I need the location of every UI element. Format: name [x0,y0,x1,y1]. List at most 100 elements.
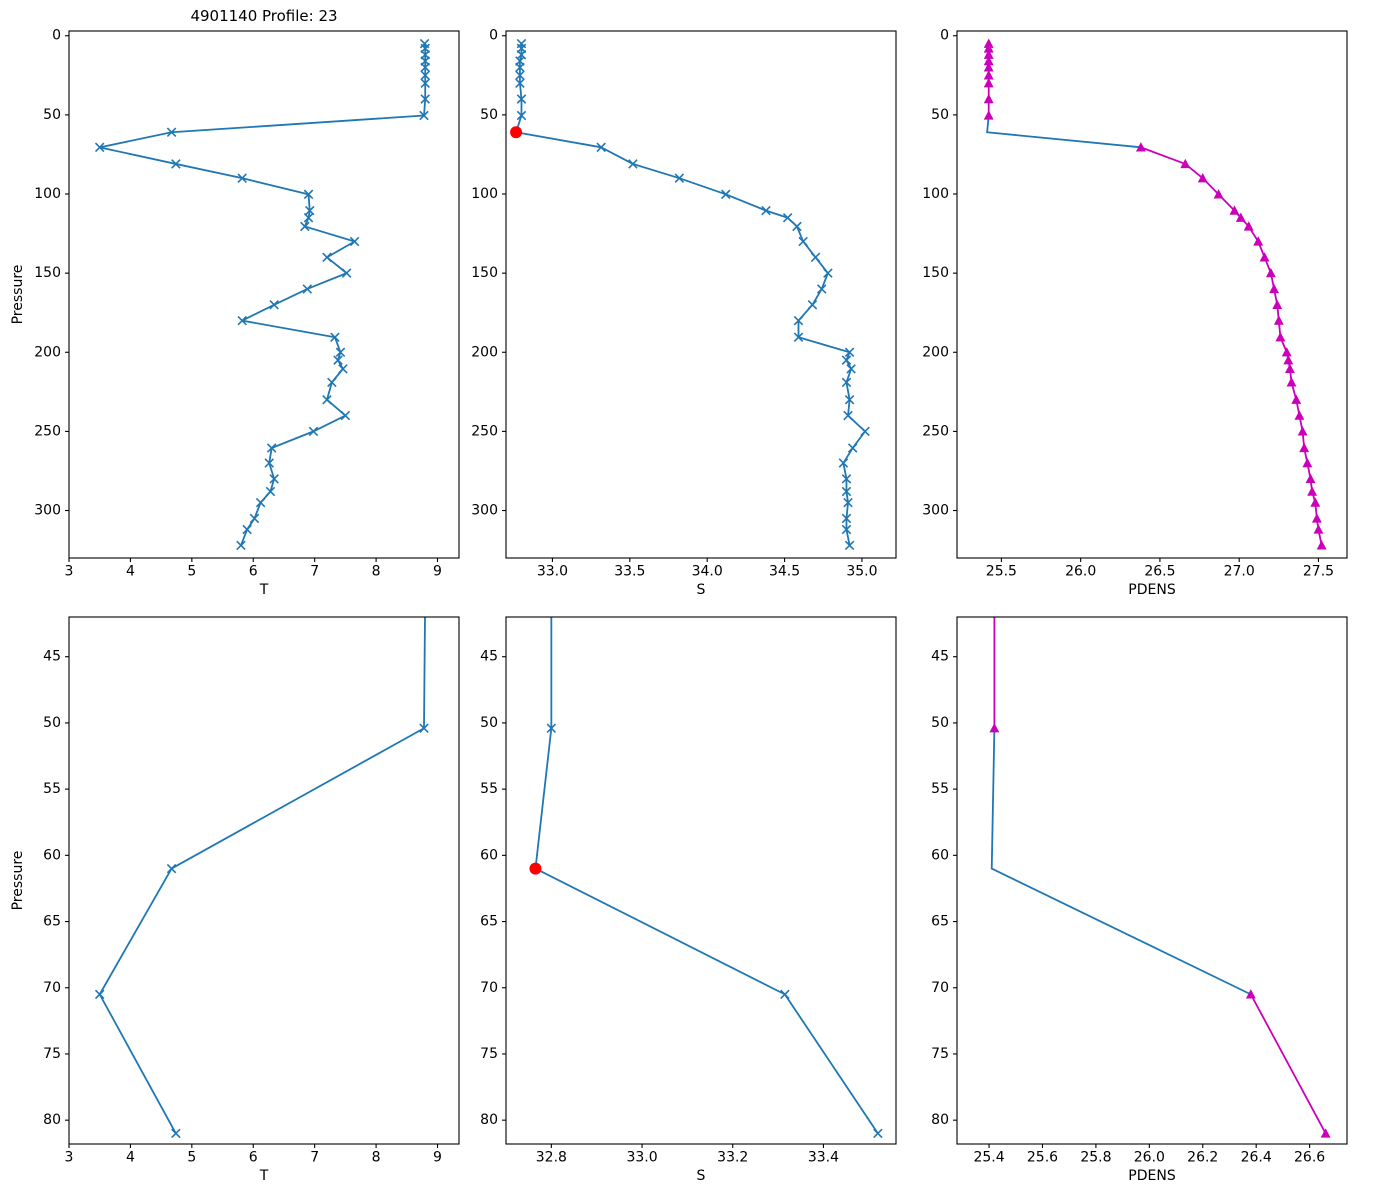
y-tick-label: 70 [480,980,498,996]
x-tick-label: 5 [187,564,196,580]
chart-top-density[interactable]: 25.5 26.0 26.5 27.0 27.5 0 50 100 150 200 250 300 PD… [922,0,1400,600]
x-tick-label: 25.5 [986,564,1017,580]
panel-top-density: 25.5 26.0 26.5 27.0 27.5 0 50 100 150 200 250 300 PD… [922,0,1400,600]
data-marker-x [846,364,856,374]
data-marker-triangle [983,110,994,120]
x-tick-label: 4 [126,564,135,580]
series-segment [1249,993,1327,1135]
data-marker-x [265,486,276,497]
data-marker-triangle [983,62,994,72]
data-marker-x [266,443,277,453]
y-tick-label: 50 [43,715,61,731]
data-marker-x [94,142,105,153]
data-marker-x [237,315,247,326]
data-marker-x [515,78,525,88]
data-marker-x [236,540,246,551]
data-marker-x [823,268,833,278]
panel-bottom-salinity: 32.8 33.0 33.2 33.4 45 50 55 60 65 70 75 80 S [470,600,935,1200]
chart-top-temperature[interactable]: 3 4 5 6 7 8 9 0 50 100 150 200 250 300 T Pressure 490114… [0,0,470,600]
axes-frame [505,616,897,1145]
y-tick-label: 65 [43,914,61,930]
data-marker-x [841,486,852,497]
data-marker-x [242,524,252,535]
x-tick-label: 25.6 [1027,1150,1058,1166]
series-line [98,617,426,1135]
data-marker-triangle [1269,283,1280,294]
x-tick-label: 5 [187,1150,196,1166]
y-tick-label: 250 [34,423,61,439]
chart-bottom-salinity[interactable]: 32.8 33.0 33.2 33.4 45 50 55 60 65 70 75 80 S [470,600,935,1200]
data-marker-triangle [1281,347,1292,357]
data-marker-triangle [1180,158,1191,169]
y-tick-label: 0 [52,28,61,44]
x-axis-title: PDENS [1128,1168,1176,1184]
data-marker-triangle [1311,513,1322,523]
series-segment [1140,146,1187,165]
y-tick-label: 150 [471,265,498,281]
x-tick-label: 26.4 [1241,1150,1272,1166]
data-marker-triangle [1305,473,1316,484]
y-tick-label: 200 [34,344,61,360]
x-tick-label: 33.2 [717,1150,748,1166]
data-marker-x [843,497,853,508]
flagged-point-marker[interactable] [529,862,542,875]
plot-background [957,617,1347,1144]
data-marker-x [782,212,793,223]
y-tick-label: 65 [480,914,498,930]
x-tick-label: 3 [65,564,74,580]
chart-bottom-density[interactable]: 25.4 25.6 25.8 26.0 26.2 26.4 26.6 45 50 55 60 65 70… [931,600,1400,1200]
y-tick-label: 50 [931,715,949,731]
data-marker-triangle [1235,212,1246,222]
data-marker-triangle [1259,252,1270,262]
data-layer [983,38,1327,550]
x-tick-label: 25.8 [1080,1150,1111,1166]
flagged-point-marker[interactable] [510,126,523,139]
data-marker-x [628,159,638,169]
data-marker-triangle [1245,989,1256,999]
y-tick-label: 300 [471,503,498,519]
data-marker-x [302,284,313,294]
x-tick-label: 26.6 [1294,1150,1325,1166]
x-tick-label: 33.5 [614,564,645,580]
data-marker-triangle [1273,315,1284,325]
data-marker-x [793,332,804,342]
y-tick-label: 200 [471,344,498,360]
y-tick-label: 75 [480,1046,498,1062]
x-tick-label: 32.8 [536,1150,567,1166]
data-marker-x [420,94,430,104]
y-tick-label: 60 [43,847,61,863]
data-marker-x [269,474,279,484]
data-marker-x [841,474,852,484]
data-marker-x [171,159,181,169]
data-marker-x [341,268,352,278]
y-tick-label: 200 [922,344,949,360]
data-marker-x [860,426,870,437]
data-layer [510,38,870,551]
x-tick-label: 26.0 [1065,564,1096,580]
data-marker-triangle [983,38,994,48]
x-tick-label: 26.0 [1134,1150,1165,1166]
data-marker-x [515,62,525,73]
y-tick-label: 50 [480,107,498,123]
data-marker-x [300,221,310,232]
data-marker-triangle [1316,540,1327,550]
y-tick-label: 250 [922,423,949,439]
data-marker-x [843,410,853,421]
y-tick-label: 60 [480,847,498,863]
data-marker-x [166,127,177,138]
data-marker-x [338,364,348,374]
data-marker-x [420,70,430,81]
x-tick-label: 3 [65,1150,74,1166]
data-marker-triangle [1284,363,1295,374]
y-tick-label: 150 [34,265,61,281]
chart-top-salinity[interactable]: 33.0 33.5 34.0 34.5 35.0 0 50 100 150 200 250 300 S [470,0,935,600]
data-marker-triangle [1229,205,1240,215]
data-marker-x [841,355,852,365]
data-marker-x [327,377,337,388]
panel-bottom-density: 25.4 25.6 25.8 26.0 26.2 26.4 26.6 45 50 55 60 65 70… [931,600,1400,1200]
axes-frame [956,616,1348,1145]
data-marker-x [841,524,852,535]
x-tick-label: 26.2 [1187,1150,1218,1166]
data-marker-triangle [1197,172,1208,183]
